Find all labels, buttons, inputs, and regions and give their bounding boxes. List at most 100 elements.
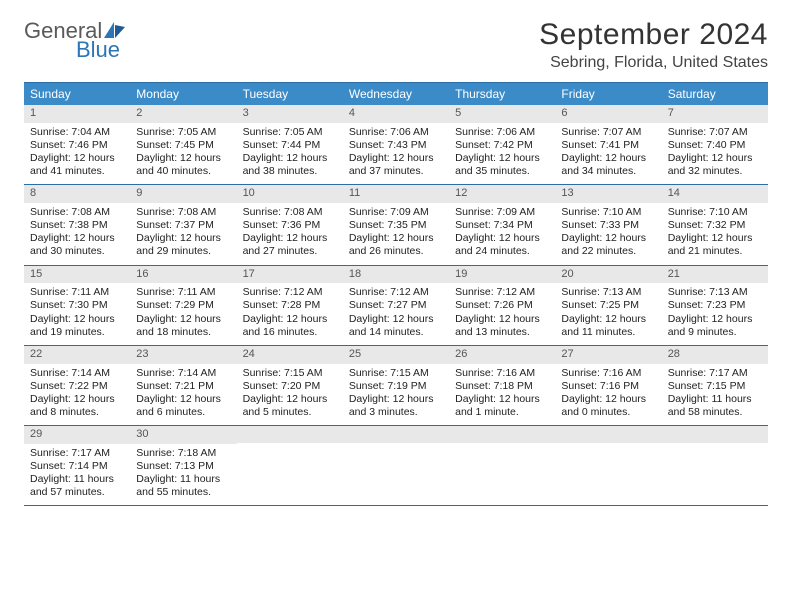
sunset-line: Sunset: 7:33 PM [561,219,655,232]
calendar-day-cell [237,426,343,505]
sunrise-line: Sunrise: 7:15 AM [349,367,443,380]
sunset-line: Sunset: 7:14 PM [30,460,124,473]
day-details: Sunrise: 7:08 AMSunset: 7:36 PMDaylight:… [237,203,343,265]
sunset-line: Sunset: 7:13 PM [136,460,230,473]
daylight-line: Daylight: 12 hours and 34 minutes. [561,152,655,178]
daylight-line: Daylight: 12 hours and 27 minutes. [243,232,337,258]
sunset-line: Sunset: 7:22 PM [30,380,124,393]
daylight-line: Daylight: 12 hours and 0 minutes. [561,393,655,419]
sunset-line: Sunset: 7:36 PM [243,219,337,232]
day-number: 14 [662,185,768,203]
calendar-day-cell: 1Sunrise: 7:04 AMSunset: 7:46 PMDaylight… [24,105,130,184]
sunset-line: Sunset: 7:16 PM [561,380,655,393]
day-details: Sunrise: 7:07 AMSunset: 7:40 PMDaylight:… [662,123,768,185]
day-number: 22 [24,346,130,364]
day-details: Sunrise: 7:10 AMSunset: 7:32 PMDaylight:… [662,203,768,265]
day-number: 21 [662,266,768,284]
day-number-empty [555,426,661,443]
sunrise-line: Sunrise: 7:13 AM [561,286,655,299]
day-number-empty [237,426,343,443]
sunset-line: Sunset: 7:45 PM [136,139,230,152]
day-number: 27 [555,346,661,364]
day-details-empty [237,443,343,493]
sunset-line: Sunset: 7:40 PM [668,139,762,152]
calendar-day-cell: 9Sunrise: 7:08 AMSunset: 7:37 PMDaylight… [130,185,236,264]
sunset-line: Sunset: 7:37 PM [136,219,230,232]
daylight-line: Daylight: 12 hours and 8 minutes. [30,393,124,419]
sunset-line: Sunset: 7:43 PM [349,139,443,152]
day-number: 16 [130,266,236,284]
calendar-day-cell: 25Sunrise: 7:15 AMSunset: 7:19 PMDayligh… [343,346,449,425]
brand-logo: General Blue [24,18,126,61]
day-number-empty [662,426,768,443]
day-details: Sunrise: 7:06 AMSunset: 7:42 PMDaylight:… [449,123,555,185]
brand-word-2: Blue [76,39,126,61]
calendar-day-cell: 28Sunrise: 7:17 AMSunset: 7:15 PMDayligh… [662,346,768,425]
page-title: September 2024 [539,18,768,52]
day-details: Sunrise: 7:15 AMSunset: 7:20 PMDaylight:… [237,364,343,426]
calendar-week-row: 15Sunrise: 7:11 AMSunset: 7:30 PMDayligh… [24,266,768,346]
daylight-line: Daylight: 12 hours and 29 minutes. [136,232,230,258]
calendar-day-cell: 29Sunrise: 7:17 AMSunset: 7:14 PMDayligh… [24,426,130,505]
day-number: 15 [24,266,130,284]
calendar-day-cell: 26Sunrise: 7:16 AMSunset: 7:18 PMDayligh… [449,346,555,425]
day-details: Sunrise: 7:05 AMSunset: 7:44 PMDaylight:… [237,123,343,185]
calendar-day-cell: 10Sunrise: 7:08 AMSunset: 7:36 PMDayligh… [237,185,343,264]
weekday-header: Wednesday [343,83,449,105]
sunrise-line: Sunrise: 7:09 AM [349,206,443,219]
sunrise-line: Sunrise: 7:04 AM [30,126,124,139]
day-details: Sunrise: 7:13 AMSunset: 7:23 PMDaylight:… [662,283,768,345]
sunrise-line: Sunrise: 7:07 AM [668,126,762,139]
calendar-day-cell: 18Sunrise: 7:12 AMSunset: 7:27 PMDayligh… [343,266,449,345]
weekday-header: Friday [555,83,661,105]
day-number: 29 [24,426,130,444]
day-number: 2 [130,105,236,123]
calendar-day-cell: 17Sunrise: 7:12 AMSunset: 7:28 PMDayligh… [237,266,343,345]
sunset-line: Sunset: 7:25 PM [561,299,655,312]
sunset-line: Sunset: 7:35 PM [349,219,443,232]
calendar-day-cell: 30Sunrise: 7:18 AMSunset: 7:13 PMDayligh… [130,426,236,505]
day-number: 12 [449,185,555,203]
calendar-day-cell: 20Sunrise: 7:13 AMSunset: 7:25 PMDayligh… [555,266,661,345]
calendar-day-cell: 3Sunrise: 7:05 AMSunset: 7:44 PMDaylight… [237,105,343,184]
daylight-line: Daylight: 12 hours and 32 minutes. [668,152,762,178]
day-number: 11 [343,185,449,203]
sunset-line: Sunset: 7:29 PM [136,299,230,312]
calendar-day-cell: 11 Sunrise: 7:09 AMSunset: 7:35 PMDayligh… [343,185,449,264]
day-number: 10 [237,185,343,203]
calendar-day-cell: 8Sunrise: 7:08 AMSunset: 7:38 PMDaylight… [24,185,130,264]
daylight-line: Daylight: 12 hours and 26 minutes. [349,232,443,258]
day-details: Sunrise: 7:13 AMSunset: 7:25 PMDaylight:… [555,283,661,345]
day-details-empty [343,443,449,493]
day-number: 7 [662,105,768,123]
day-details: Sunrise: 7:10 AMSunset: 7:33 PMDaylight:… [555,203,661,265]
daylight-line: Daylight: 12 hours and 16 minutes. [243,313,337,339]
sunrise-line: Sunrise: 7:10 AM [668,206,762,219]
weekday-header: Tuesday [237,83,343,105]
calendar-day-cell [662,426,768,505]
daylight-line: Daylight: 12 hours and 38 minutes. [243,152,337,178]
sunset-line: Sunset: 7:32 PM [668,219,762,232]
day-details: Sunrise: 7:14 AMSunset: 7:21 PMDaylight:… [130,364,236,426]
daylight-line: Daylight: 12 hours and 22 minutes. [561,232,655,258]
day-details: Sunrise: 7:15 AMSunset: 7:19 PMDaylight:… [343,364,449,426]
sunset-line: Sunset: 7:27 PM [349,299,443,312]
calendar-day-cell: 13Sunrise: 7:10 AMSunset: 7:33 PMDayligh… [555,185,661,264]
daylight-line: Daylight: 11 hours and 58 minutes. [668,393,762,419]
daylight-line: Daylight: 12 hours and 14 minutes. [349,313,443,339]
sunrise-line: Sunrise: 7:05 AM [243,126,337,139]
calendar-page: General Blue September 2024 Sebring, Flo… [0,0,792,506]
daylight-line: Daylight: 12 hours and 19 minutes. [30,313,124,339]
sunset-line: Sunset: 7:42 PM [455,139,549,152]
weekday-header: Monday [130,83,236,105]
calendar-day-cell [449,426,555,505]
day-details: Sunrise: 7:07 AMSunset: 7:41 PMDaylight:… [555,123,661,185]
daylight-line: Daylight: 12 hours and 37 minutes. [349,152,443,178]
location-subtitle: Sebring, Florida, United States [539,54,768,72]
sunset-line: Sunset: 7:46 PM [30,139,124,152]
sunrise-line: Sunrise: 7:16 AM [561,367,655,380]
calendar-day-cell: 12Sunrise: 7:09 AMSunset: 7:34 PMDayligh… [449,185,555,264]
sunset-line: Sunset: 7:41 PM [561,139,655,152]
day-number: 24 [237,346,343,364]
sunset-line: Sunset: 7:34 PM [455,219,549,232]
